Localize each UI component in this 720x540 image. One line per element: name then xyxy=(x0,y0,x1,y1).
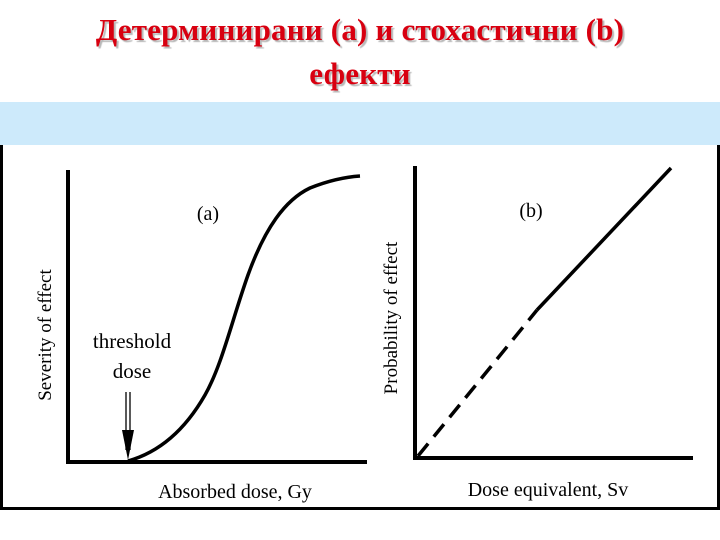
panel-b: (b) Dose equivalent, Sv Probability of e… xyxy=(381,166,693,501)
panel-b-x-label: Dose equivalent, Sv xyxy=(468,479,629,501)
panel-a: (a) threshold dose Absorbed dose, Gy Sev… xyxy=(35,170,367,503)
panel-b-y-label: Probability of effect xyxy=(381,241,402,394)
panel-a-sigmoid-curve xyxy=(127,174,361,463)
threshold-label-line2: dose xyxy=(113,359,152,383)
panel-b-label: (b) xyxy=(519,200,542,222)
slide-title: Детерминирани (a) и стохастични (b) ефек… xyxy=(0,8,720,96)
panel-a-y-label: Severity of effect xyxy=(35,269,56,401)
figure-frame xyxy=(0,145,720,510)
threshold-arrow-icon xyxy=(122,392,134,460)
title-line-1: Детерминирани (a) и стохастични (b) xyxy=(95,12,625,47)
panel-b-dashed-line xyxy=(416,308,539,458)
title-line-2: ефекти xyxy=(309,56,411,91)
panel-a-x-label: Absorbed dose, Gy xyxy=(158,481,312,503)
panel-b-solid-line xyxy=(535,166,673,312)
header-band xyxy=(0,102,720,145)
threshold-label-line1: threshold xyxy=(93,329,172,353)
panel-a-label: (a) xyxy=(197,203,219,225)
